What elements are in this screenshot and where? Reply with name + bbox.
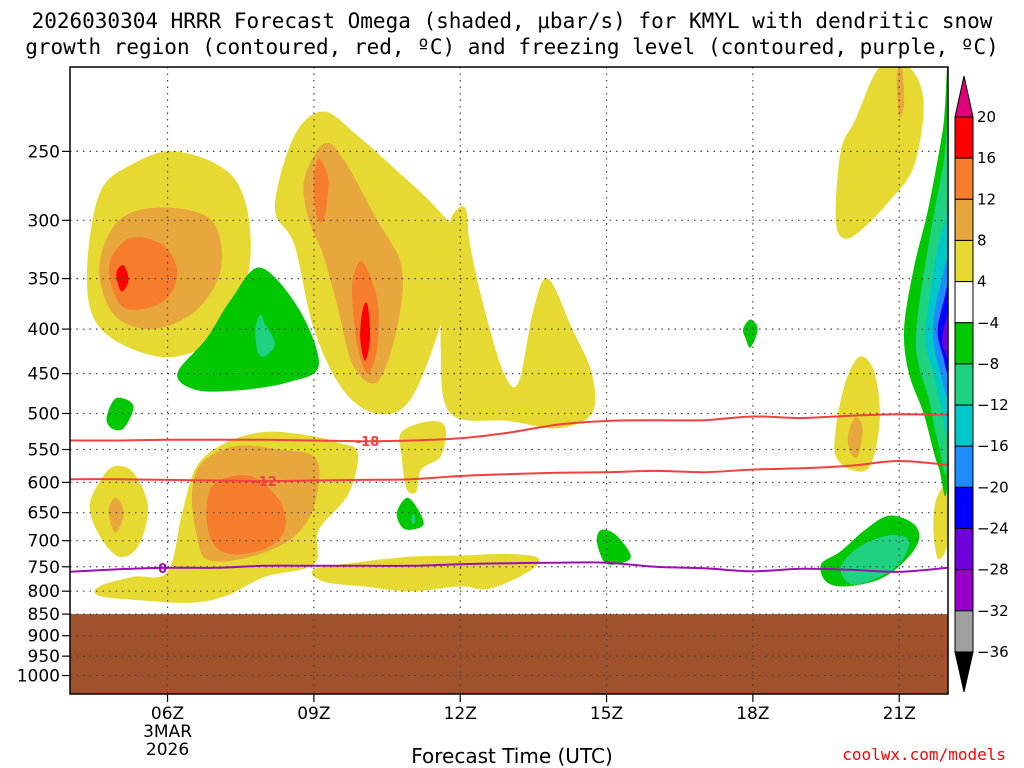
y-tick-label: 550 bbox=[28, 441, 60, 461]
x-tick-sublabel: 2026 bbox=[146, 740, 189, 760]
y-tick-label: 300 bbox=[28, 211, 60, 231]
y-tick-label: 750 bbox=[28, 558, 60, 578]
omega-region-17 bbox=[835, 67, 924, 239]
omega-region-18 bbox=[896, 67, 905, 118]
omega-region-2 bbox=[108, 237, 178, 310]
omega-region-15 bbox=[399, 420, 447, 494]
omega-region-7 bbox=[313, 158, 329, 223]
omega-region-5 bbox=[440, 206, 596, 429]
y-tick-label: 450 bbox=[28, 365, 60, 385]
isotherm-layer: -18 -12 0 bbox=[70, 413, 948, 577]
colorbar-swatch bbox=[954, 198, 974, 241]
colorbar-label: −24 bbox=[977, 520, 1009, 538]
omega-region-20 bbox=[847, 417, 863, 459]
omega-region-16 bbox=[311, 553, 540, 592]
colorbar-label: −4 bbox=[977, 314, 999, 332]
omega-region-24 bbox=[106, 397, 134, 431]
y-tick-label: 250 bbox=[28, 142, 60, 162]
omega-region-23 bbox=[255, 314, 275, 357]
isotherm-label: -12 bbox=[253, 475, 277, 490]
colorbar-swatch bbox=[954, 528, 974, 571]
colorbar-swatch bbox=[954, 116, 974, 159]
omega-shading-layer bbox=[86, 67, 948, 603]
colorbar-swatch bbox=[954, 157, 974, 200]
colorbar-label: 8 bbox=[977, 231, 987, 249]
x-tick-label: 21Z bbox=[883, 704, 916, 724]
x-tick-label: 12Z bbox=[444, 704, 477, 724]
omega-region-30 bbox=[840, 534, 910, 585]
colorbar-label: 4 bbox=[977, 273, 987, 291]
y-tick-label: 800 bbox=[28, 582, 60, 602]
y-tick-label: 950 bbox=[28, 647, 60, 667]
colorbar-label: −16 bbox=[977, 437, 1009, 455]
ground-fill bbox=[70, 614, 948, 694]
y-tick-label: 350 bbox=[28, 270, 60, 290]
colorbar-bottom-arrow bbox=[954, 651, 974, 693]
omega-region-27 bbox=[596, 529, 631, 565]
omega-region-36 bbox=[942, 312, 948, 359]
omega-region-22 bbox=[177, 267, 319, 392]
y-tick-label: 400 bbox=[28, 320, 60, 340]
y-tick-label: 500 bbox=[28, 404, 60, 424]
x-tick-label: 18Z bbox=[736, 704, 769, 724]
colorbar-swatch bbox=[954, 569, 974, 612]
isotherm-line-2 bbox=[70, 561, 948, 573]
ground-layer bbox=[70, 614, 948, 694]
x-axis-title: Forecast Time (UTC) bbox=[411, 744, 613, 768]
chart-title-line1: 2026030304 HRRR Forecast Omega (shaded, … bbox=[31, 9, 993, 33]
colorbar-swatch bbox=[954, 322, 974, 365]
isotherm-line-0 bbox=[70, 413, 948, 443]
colorbar-label: −20 bbox=[977, 478, 1009, 496]
x-tick-sublabel: 3MAR bbox=[143, 722, 192, 742]
isotherm-label: -18 bbox=[356, 435, 380, 450]
omega-region-26 bbox=[411, 513, 416, 525]
colorbar-swatch bbox=[954, 239, 974, 283]
plot-frame bbox=[69, 66, 949, 695]
y-tick-label: 1000 bbox=[17, 667, 60, 687]
grid-layer bbox=[70, 67, 948, 694]
omega-region-14 bbox=[206, 475, 286, 555]
y-axis: 2503003504004505005506006507007508008509… bbox=[17, 142, 70, 687]
omega-region-21 bbox=[933, 486, 948, 560]
colorbar-label: −36 bbox=[977, 643, 1009, 661]
colorbar-label: −8 bbox=[977, 355, 999, 373]
omega-region-9 bbox=[360, 302, 371, 361]
y-tick-label: 850 bbox=[28, 605, 60, 625]
y-tick-label: 700 bbox=[28, 532, 60, 552]
colorbar-label: 16 bbox=[977, 149, 996, 167]
colorbar-label: −28 bbox=[977, 561, 1009, 579]
colorbar-top-arrow bbox=[954, 75, 974, 118]
omega-region-11 bbox=[108, 497, 124, 533]
colorbar-label: −12 bbox=[977, 396, 1009, 414]
colorbar-label: 20 bbox=[977, 108, 996, 126]
chart-title-line2: growth region (contoured, red, ºC) and f… bbox=[25, 35, 999, 59]
y-tick-label: 600 bbox=[28, 473, 60, 493]
colorbar-swatch bbox=[954, 281, 974, 324]
omega-region-25 bbox=[396, 497, 424, 530]
colorbar-swatch bbox=[954, 363, 974, 406]
credit-text: coolwx.com/models bbox=[842, 745, 1006, 764]
colorbar-swatch bbox=[954, 610, 974, 653]
colorbar-label: −32 bbox=[977, 602, 1009, 620]
colorbar-swatch bbox=[954, 404, 974, 447]
y-tick-label: 900 bbox=[28, 627, 60, 647]
x-tick-label: 15Z bbox=[590, 704, 623, 724]
x-tick-label: 06Z bbox=[151, 704, 184, 724]
y-tick-label: 650 bbox=[28, 504, 60, 524]
colorbar-swatch bbox=[954, 445, 974, 488]
x-tick-label: 09Z bbox=[297, 704, 330, 724]
isotherm-label: 0 bbox=[158, 562, 167, 577]
isotherm-line-1 bbox=[70, 459, 948, 483]
colorbar-swatch bbox=[954, 486, 974, 530]
colorbar: 20 16 12 8 4 −4 −8 −12 −16 −20 −24 −28 −32 −36 bbox=[954, 75, 1009, 693]
omega-region-28 bbox=[742, 319, 758, 348]
colorbar-label: 12 bbox=[977, 190, 996, 208]
